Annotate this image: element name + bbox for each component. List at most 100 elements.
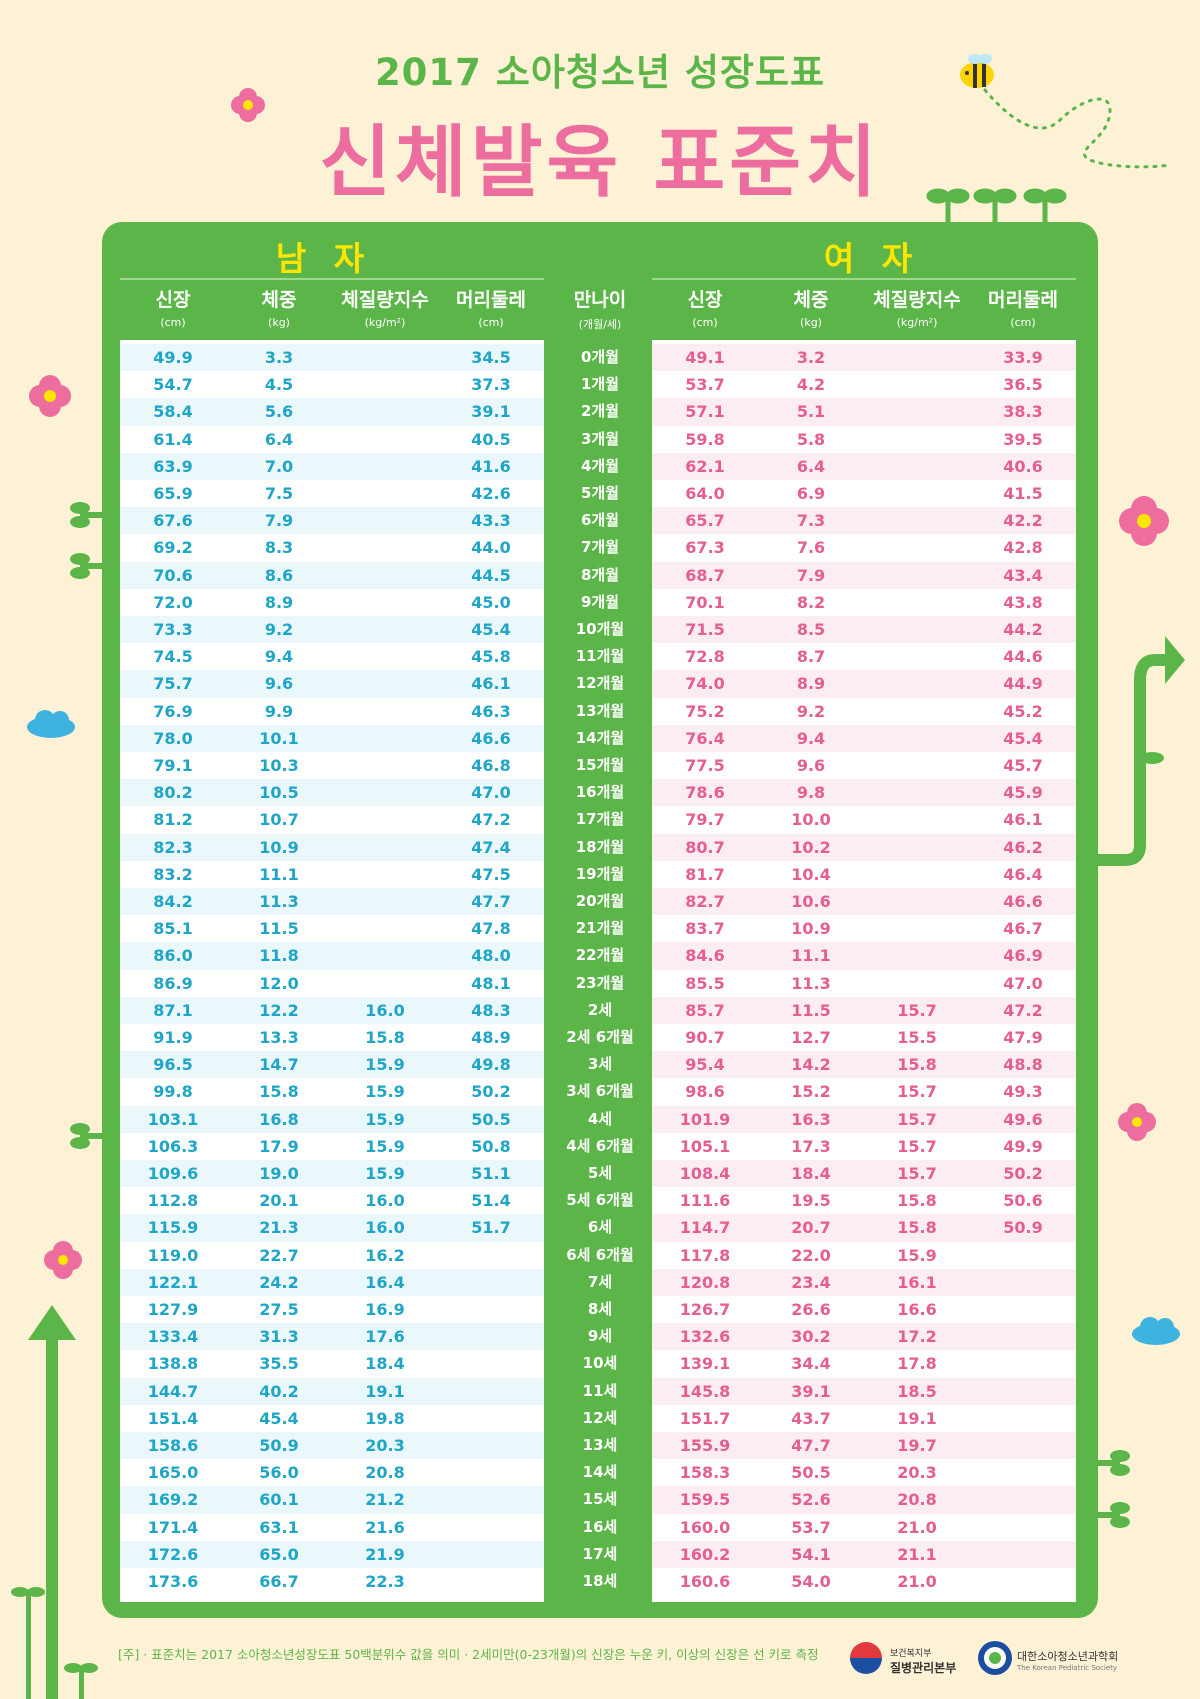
table-cell [338, 453, 432, 480]
table-cell: 120.8 [679, 1272, 731, 1292]
table-cell: 21.0 [897, 1517, 937, 1537]
table-cell: 63.9 [153, 456, 193, 476]
age-label: 4세 [587, 1109, 613, 1128]
table-cell: 105.1 [679, 1136, 731, 1156]
table-cell: 51.1 [471, 1164, 511, 1183]
age-label: 9세 [587, 1327, 613, 1346]
table-cell: 10.1 [259, 728, 299, 748]
age-label: 18개월 [575, 837, 625, 856]
age-label: 15세 [582, 1490, 618, 1509]
age-label: 10세 [582, 1354, 618, 1373]
table-cell: 61.4 [153, 429, 193, 449]
table-row: 132.6 30.2 17.2 [652, 1323, 1076, 1351]
table-cell: 49.3 [1003, 1082, 1043, 1102]
table-cell: 101.9 [679, 1109, 731, 1129]
table-row: 83.2 11.1 47.5 [120, 861, 544, 888]
age-label: 5개월 [580, 484, 620, 502]
table-cell: 13.3 [259, 1028, 299, 1047]
table-cell: 15.7 [897, 1000, 937, 1020]
table-cell: 15.8 [897, 1218, 937, 1238]
table-cell: 22.3 [365, 1572, 405, 1591]
age-label: 14개월 [575, 728, 625, 747]
table-cell: 160.6 [679, 1572, 731, 1591]
table-cell: 31.3 [259, 1327, 299, 1347]
table-cell: 44.5 [471, 565, 511, 585]
table-cell: 16.0 [365, 1000, 405, 1020]
table-cell: 46.6 [471, 728, 511, 748]
table-cell: 75.7 [153, 674, 193, 694]
table-row: 61.4 6.4 40.5 [120, 426, 544, 453]
boys-height-header: 신장 (cm) [155, 289, 191, 329]
table-cell: 8.2 [796, 592, 826, 612]
table-cell: 70.1 [685, 592, 725, 612]
table-row: 158.3 50.5 20.3 [652, 1459, 1076, 1486]
table-row: 111.6 19.5 15.8 50.6 [652, 1187, 1076, 1214]
table-cell [338, 834, 432, 861]
table-cell [870, 453, 964, 480]
table-cell: 49.9 [153, 348, 193, 367]
table-row: 81.7 10.4 46.4 [652, 861, 1076, 888]
table-row: 70.1 8.2 43.8 [652, 589, 1076, 616]
table-cell: 169.2 [147, 1490, 199, 1510]
age-label: 6세 [587, 1218, 613, 1237]
table-row: 82.7 10.6 46.6 [652, 888, 1076, 916]
table-row: 75.7 9.6 46.1 [120, 670, 544, 698]
table-cell [976, 1486, 1070, 1513]
table-row: 108.4 18.4 15.7 50.2 [652, 1160, 1076, 1188]
table-cell: 11.3 [791, 973, 831, 993]
table-cell [338, 371, 432, 398]
table-cell: 8.3 [264, 538, 294, 558]
table-cell: 19.1 [365, 1381, 405, 1401]
table-row: 127.9 27.5 16.9 [120, 1296, 544, 1323]
table-cell: 21.6 [365, 1517, 405, 1537]
table-cell: 7.0 [264, 456, 294, 476]
age-label: 19개월 [575, 864, 625, 883]
table-cell: 10.4 [791, 864, 831, 884]
table-cell: 45.7 [1003, 756, 1043, 775]
table-cell: 83.7 [685, 919, 725, 939]
age-label: 12개월 [575, 674, 625, 693]
table-cell: 36.5 [1003, 375, 1043, 395]
table-cell: 59.8 [685, 429, 725, 449]
table-cell: 11.1 [259, 864, 299, 884]
table-cell: 151.4 [147, 1408, 199, 1428]
table-row: 95.4 14.2 15.8 48.8 [652, 1051, 1076, 1079]
table-cell: 80.2 [153, 783, 193, 803]
table-cell: 47.7 [791, 1436, 831, 1455]
table-cell: 6.9 [796, 484, 826, 503]
table-cell: 82.3 [153, 837, 193, 857]
poster-subtitle: 2017 소아청소년 성장도표 [374, 51, 826, 94]
kcdc-logo-text: 질병관리본부 [890, 1661, 957, 1675]
table-cell: 44.0 [471, 538, 511, 558]
table-cell: 15.7 [897, 1136, 937, 1156]
table-row: 126.7 26.6 16.6 [652, 1296, 1076, 1323]
table-cell: 17.3 [791, 1136, 831, 1156]
table-cell [976, 1296, 1070, 1323]
table-cell: 90.7 [685, 1028, 725, 1047]
table-cell [444, 1378, 538, 1405]
table-row: 173.6 66.7 22.3 [120, 1568, 544, 1595]
table-cell: 70.6 [153, 565, 193, 585]
table-cell: 12.0 [259, 973, 299, 993]
table-cell: 47.2 [1003, 1000, 1043, 1020]
table-row: 171.4 63.1 21.6 [120, 1514, 544, 1541]
table-cell: 80.7 [685, 837, 725, 857]
table-row: 101.9 16.3 15.7 49.6 [652, 1105, 1076, 1133]
age-label: 20개월 [575, 892, 625, 910]
table-cell: 26.6 [791, 1300, 831, 1319]
girls-divider [652, 278, 1076, 280]
table-cell: 47.7 [471, 892, 511, 911]
table-cell [338, 398, 432, 425]
table-cell [976, 1405, 1070, 1432]
girls-head-header: 머리둘레 (cm) [988, 289, 1058, 329]
table-cell [338, 534, 432, 561]
table-cell: 47.9 [1003, 1028, 1043, 1047]
table-cell: 16.6 [897, 1300, 937, 1319]
table-cell [870, 942, 964, 969]
table-cell [976, 1350, 1070, 1377]
table-cell [870, 344, 964, 371]
table-cell: 7.6 [796, 538, 826, 558]
table-cell: 72.8 [685, 647, 725, 667]
table-cell: 71.5 [685, 620, 725, 639]
